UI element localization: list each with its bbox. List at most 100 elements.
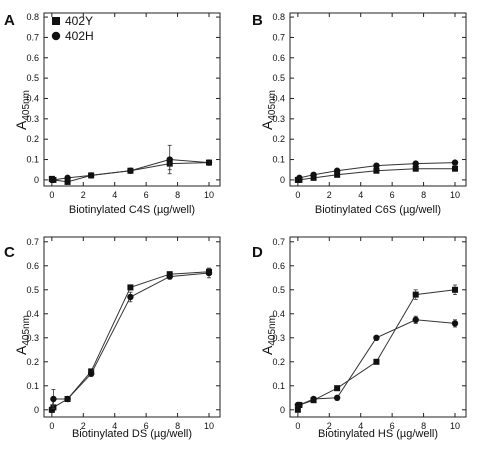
y-axis-label-sub: 405nm: [267, 315, 278, 346]
x-tick-label: 2: [327, 190, 332, 200]
x-tick-label: 0: [49, 421, 54, 431]
y-tick-label: 0.6: [272, 261, 285, 271]
y-tick-label: 0.1: [272, 381, 285, 391]
data-point-circle: [166, 273, 173, 280]
data-point-circle: [87, 172, 95, 179]
y-tick-label: 0.2: [272, 357, 285, 367]
y-tick-label: 0.3: [272, 333, 285, 343]
y-tick-label: 0.8: [272, 12, 285, 22]
y-axis-label: A405nm: [13, 90, 32, 130]
plot-frame: [289, 12, 467, 187]
y-tick-label: 0.2: [272, 134, 285, 144]
x-tick-label: 2: [81, 190, 86, 200]
data-point-circle: [412, 316, 419, 323]
y-axis-label: A405nm: [259, 315, 278, 355]
data-point-circle: [87, 370, 95, 377]
x-tick-label: 4: [358, 190, 363, 200]
y-tick-label: 0.6: [26, 261, 39, 271]
y-axis-label: A405nm: [259, 90, 278, 130]
panel-letter: B: [252, 12, 263, 29]
plot-frame: [289, 236, 467, 418]
y-axis-label: A405nm: [13, 315, 32, 355]
data-point-circle: [333, 167, 341, 174]
data-point-circle: [412, 160, 419, 167]
data-point-circle: [310, 395, 317, 403]
data-point-square: [373, 358, 380, 365]
data-point-circle: [333, 394, 341, 401]
x-tick-label: 0: [295, 190, 300, 200]
data-point-square: [452, 286, 458, 293]
y-tick-label: 0.4: [26, 93, 39, 103]
y-tick-label: 0.1: [272, 155, 285, 165]
x-tick-label: 0: [49, 190, 54, 200]
y-tick-label: 0.2: [26, 357, 39, 367]
y-tick-label: 0.7: [272, 237, 285, 247]
x-tick-label: 8: [421, 421, 426, 431]
data-point-square: [452, 165, 458, 172]
y-tick-label: 0.5: [272, 285, 285, 295]
data-point-square: [127, 284, 134, 291]
y-tick-label: 0.8: [26, 12, 39, 22]
data-point-circle: [373, 162, 380, 169]
legend-marker-circle: [51, 31, 61, 41]
panel-d: D 0 0.1 0.2 0.3 0.4 0.5 0.6 0.7 0 2 4 6 8 10 Biotinylat…: [252, 236, 467, 440]
y-tick-label: 0: [280, 405, 285, 415]
x-tick-label: 4: [358, 421, 363, 431]
y-tick-label: 0.4: [26, 309, 39, 319]
y-tick-label: 0.1: [26, 155, 39, 165]
y-axis-label-sub: 405nm: [267, 90, 278, 121]
y-tick-label: 0.5: [26, 73, 39, 83]
y-tick-label: 0.6: [26, 53, 39, 63]
data-point-circle: [50, 395, 57, 403]
data-point-square: [64, 178, 71, 185]
y-axis-label-main: A: [13, 345, 29, 355]
panel-letter: D: [252, 244, 263, 261]
x-tick-label: 0: [295, 421, 300, 431]
data-point-square: [294, 406, 301, 413]
data-point-circle: [296, 174, 303, 182]
y-tick-label: 0: [280, 175, 285, 185]
x-tick-label: 10: [450, 190, 460, 200]
x-tick-label: 6: [390, 421, 395, 431]
data-point-circle: [296, 401, 303, 409]
legend-label: 402H: [65, 29, 94, 43]
series-line: [297, 289, 456, 410]
panel-a: A 0 0.1 0.2 0.3 0.4 0.5 0.6 0.7 0.8 0 2 4 6 8 10 Biotiny…: [4, 12, 221, 216]
legend-label: 402Y: [65, 14, 93, 28]
y-axis-label-sub: 405nm: [21, 90, 32, 121]
y-tick-label: 0.4: [272, 309, 285, 319]
y-axis-label-main: A: [13, 120, 29, 130]
x-axis-label: Biotinylated C6S (µg/well): [315, 204, 441, 216]
plot-frame: [43, 12, 221, 187]
panel-letter: C: [4, 244, 15, 261]
data-point-circle: [205, 269, 213, 277]
y-tick-label: 0.3: [26, 114, 39, 124]
y-tick-label: 0.7: [272, 32, 285, 42]
y-tick-label: 0.4: [272, 93, 285, 103]
y-tick-label: 0.2: [26, 134, 39, 144]
data-point-circle: [50, 176, 57, 184]
data-point-circle: [64, 395, 71, 403]
x-tick-label: 6: [144, 421, 149, 431]
x-axis-label: Biotinylated DS (µg/well): [72, 428, 192, 440]
x-tick-label: 4: [112, 190, 117, 200]
x-axis-label: Biotinylated C4S (µg/well): [69, 204, 195, 216]
x-tick-label: 8: [421, 190, 426, 200]
x-tick-label: 6: [144, 190, 149, 200]
y-axis-label-main: A: [259, 345, 275, 355]
y-tick-label: 0: [34, 405, 39, 415]
data-point-circle: [127, 293, 134, 301]
y-tick-label: 0: [34, 175, 39, 185]
data-point-square: [334, 171, 341, 178]
plot-frame: [43, 236, 221, 418]
x-tick-label: 10: [450, 421, 460, 431]
panel-b: B 0 0.1 0.2 0.3 0.4 0.5 0.6 0.7 0.8 0 2 4 6 8 10 Biotiny…: [252, 12, 467, 216]
data-point-circle: [451, 320, 459, 327]
data-point-square: [373, 167, 380, 174]
x-tick-label: 8: [175, 190, 180, 200]
y-axis-label-sub: 405nm: [21, 315, 32, 346]
data-point-circle: [373, 334, 380, 341]
panel-letter: A: [4, 12, 15, 29]
